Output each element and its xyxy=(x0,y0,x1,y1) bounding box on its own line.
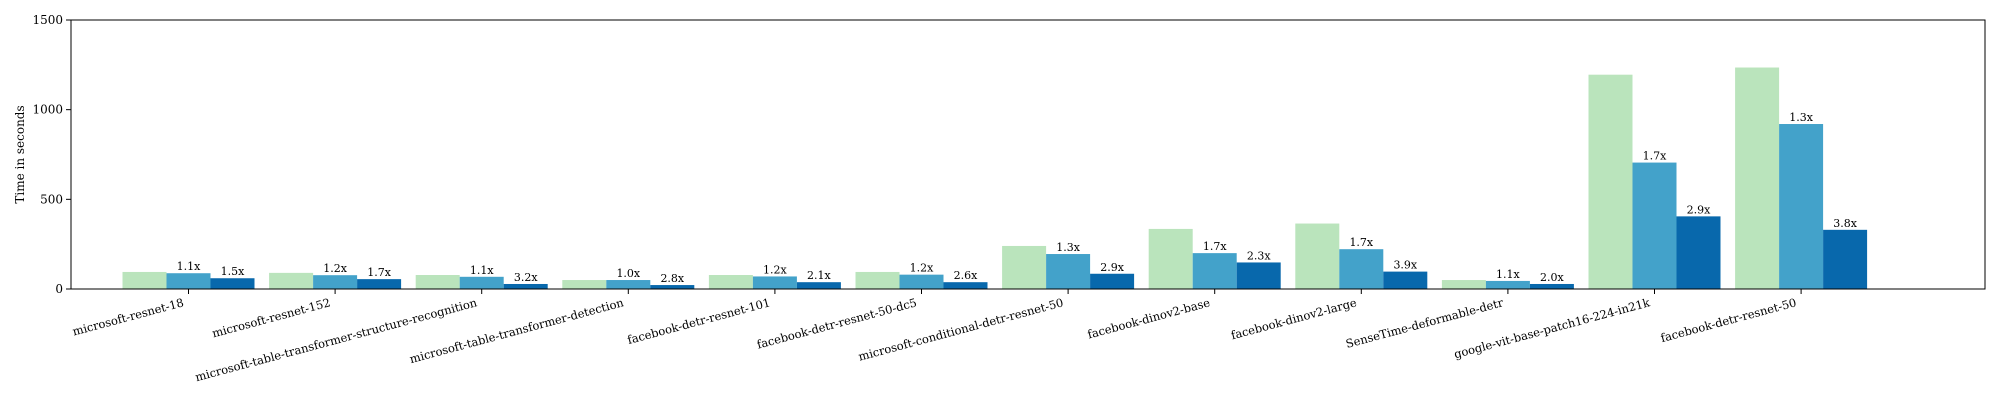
data-label: 1.3x xyxy=(1789,111,1813,124)
data-label: 1.0x xyxy=(616,267,640,280)
bars-layer xyxy=(122,67,1868,290)
data-label: 2.0x xyxy=(1540,271,1564,284)
y-tick-label: 500 xyxy=(40,192,63,206)
bar xyxy=(1339,249,1384,289)
data-label: 2.1x xyxy=(807,269,831,282)
bar xyxy=(357,279,402,289)
bar xyxy=(752,276,797,289)
bar xyxy=(943,282,988,289)
y-tick-label: 1500 xyxy=(32,13,63,27)
x-tick-label: microsoft-resnet-18 xyxy=(71,295,185,338)
bar xyxy=(562,280,607,289)
x-tick-label: microsoft-table-transformer-structure-re… xyxy=(194,295,479,384)
data-label: 1.2x xyxy=(323,262,347,275)
bar xyxy=(1632,162,1677,289)
y-axis: 0 500 1000 1500 xyxy=(32,13,71,296)
data-labels-layer: 1.1x 1.5x 1.2x 1.7x 1.1x 3.2x 1.0x 2.8x 1.2x 2.1x… xyxy=(177,111,1858,285)
bar xyxy=(415,275,460,289)
y-axis-label: Time in seconds xyxy=(13,105,27,203)
y-tick-label: 0 xyxy=(55,282,63,296)
bar xyxy=(1779,124,1824,289)
data-label: 1.2x xyxy=(910,262,934,275)
bar xyxy=(503,283,548,289)
data-label: 3.8x xyxy=(1833,217,1857,230)
data-label: 1.1x xyxy=(1496,268,1520,281)
plot-frame xyxy=(70,19,1986,290)
x-tick-label: facebook-detr-resnet-50 xyxy=(1659,295,1798,345)
bar xyxy=(1383,271,1428,289)
bar xyxy=(122,271,167,289)
bar xyxy=(708,275,753,289)
x-tick-label: facebook-dinov2-base xyxy=(1086,295,1212,341)
bar xyxy=(899,274,944,289)
data-label: 1.3x xyxy=(1056,241,1080,254)
data-label: 1.7x xyxy=(1643,150,1667,163)
bar xyxy=(1441,280,1486,289)
bar xyxy=(459,276,504,289)
data-label: 2.9x xyxy=(1687,203,1711,216)
bar xyxy=(1148,228,1193,289)
bar xyxy=(1090,273,1135,289)
data-label: 1.5x xyxy=(221,265,245,278)
bar xyxy=(1529,283,1574,289)
bar xyxy=(1735,67,1780,289)
x-axis: microsoft-resnet-18 microsoft-resnet-152m… xyxy=(71,289,1802,384)
bar xyxy=(269,272,314,289)
data-label: 1.7x xyxy=(1349,236,1373,249)
data-label: 1.7x xyxy=(367,266,391,279)
data-label: 3.9x xyxy=(1393,259,1417,272)
bar xyxy=(210,278,255,289)
bar xyxy=(650,285,695,289)
bar xyxy=(1192,253,1237,289)
bar xyxy=(796,282,841,289)
bar xyxy=(313,275,358,289)
bar xyxy=(1485,280,1530,289)
data-label: 1.2x xyxy=(763,263,787,276)
bar xyxy=(1046,254,1091,289)
x-tick-label: facebook-detr-resnet-101 xyxy=(626,295,772,347)
data-label: 1.1x xyxy=(470,264,494,277)
data-label: 2.9x xyxy=(1100,261,1124,274)
bar xyxy=(1588,74,1633,290)
bar xyxy=(606,280,651,289)
bar xyxy=(855,271,900,289)
y-tick-label: 1000 xyxy=(32,103,63,117)
bar xyxy=(1295,223,1340,289)
data-label: 1.1x xyxy=(177,260,201,273)
data-label: 2.8x xyxy=(660,272,684,285)
data-label: 3.2x xyxy=(514,271,538,284)
bar xyxy=(1002,245,1047,289)
data-label: 2.6x xyxy=(954,269,978,282)
bar xyxy=(1823,229,1868,289)
data-label: 1.7x xyxy=(1203,240,1227,253)
bar xyxy=(166,273,211,289)
bar xyxy=(1236,262,1281,289)
bar xyxy=(1676,216,1721,289)
x-tick-label: facebook-dinov2-large xyxy=(1229,295,1358,342)
data-label: 2.3x xyxy=(1247,249,1271,262)
x-tick-label: microsoft-resnet-152 xyxy=(210,295,331,340)
